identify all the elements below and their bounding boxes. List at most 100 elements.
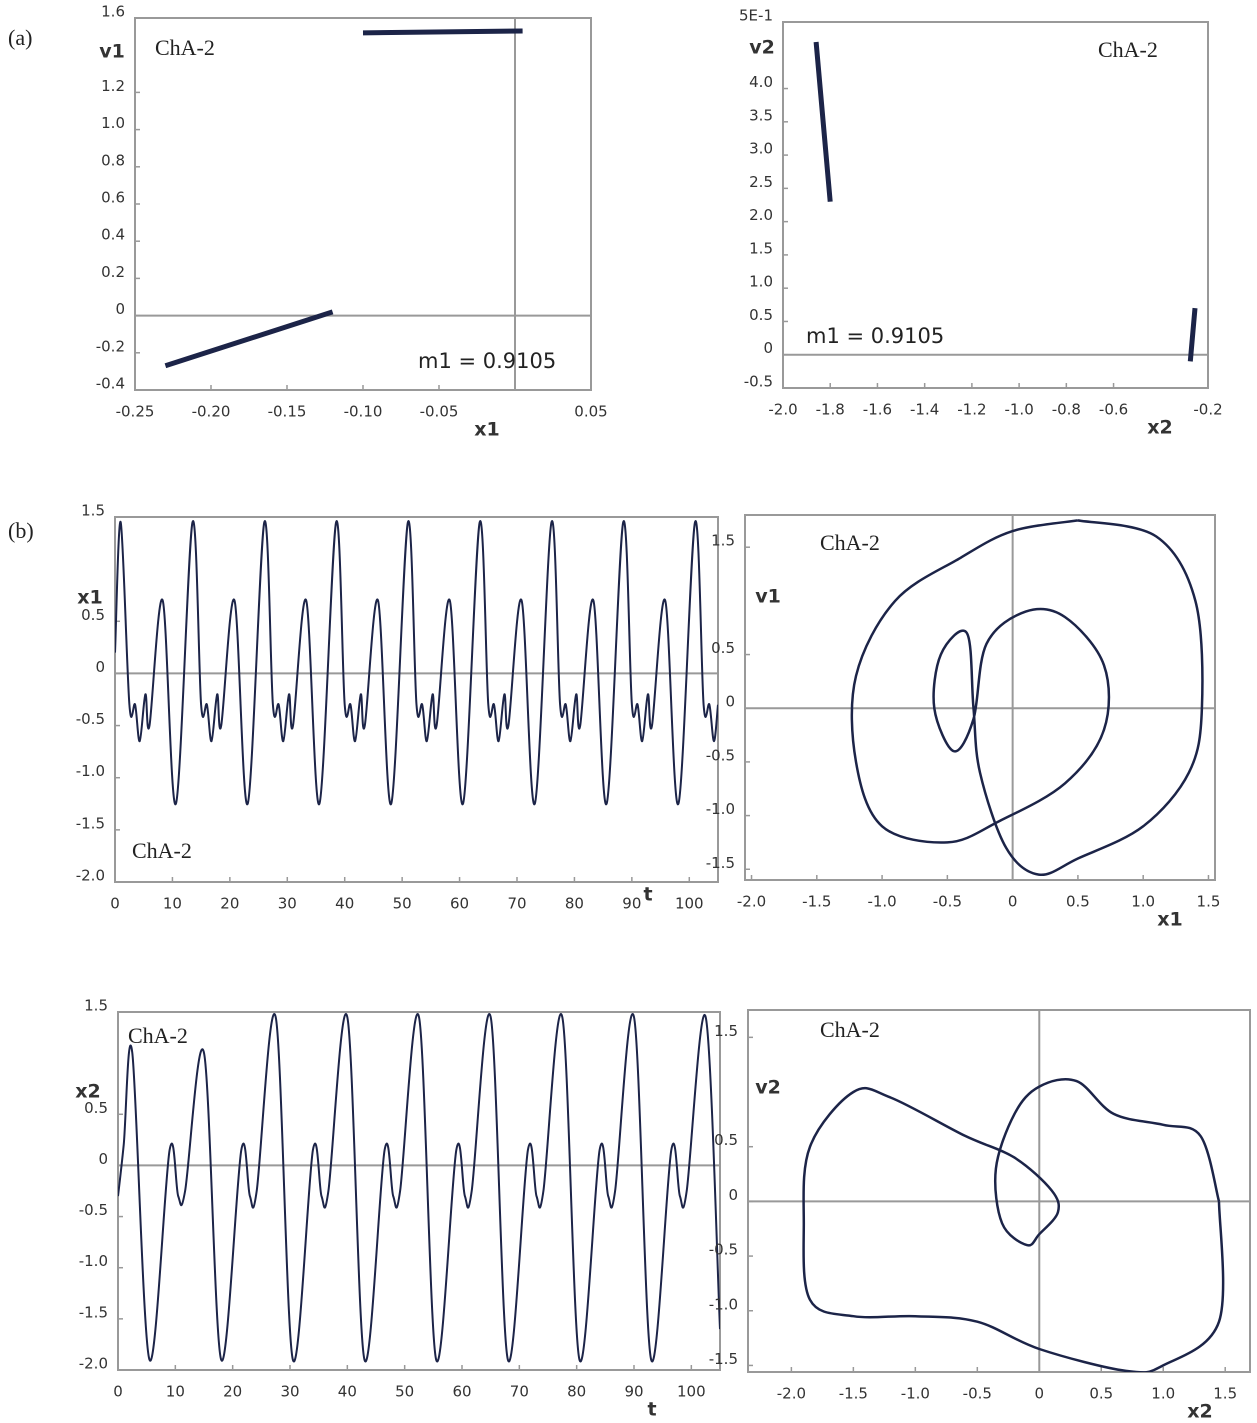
y-tick-label: 1.2 [101,77,125,95]
y-axis-title: x2 [75,1081,100,1103]
y-tick-label: 0.5 [84,1099,108,1117]
y-tick-label: -0.5 [709,1241,738,1259]
y-tick-label: 0.5 [714,1131,738,1149]
x-tick-label: -0.8 [1052,401,1081,419]
y-tick-label: 1.0 [749,273,773,291]
y-axis-title: v1 [99,41,125,63]
y-tick-label: -1.5 [76,814,105,832]
y-tick-label: 1.5 [84,997,108,1015]
x-axis-title: x1 [1157,909,1182,931]
x-tick-label: -1.5 [839,1385,868,1403]
x-tick-label: 50 [393,895,412,913]
y-tick-label: -0.5 [706,746,735,764]
y-tick-label: 0.5 [749,306,773,324]
chart: -2.0 -1.8 -1.6 -1.4 -1.2 -1.0 -0.8 -0.6 -0.2 -0.5… [739,7,1223,439]
y-axis-title: x1 [77,587,102,609]
plot-frame [744,514,1216,881]
y-tick-label: 1.0 [101,114,125,132]
x-tick-label: 100 [677,1383,706,1401]
y-tick-label: 1.5 [714,1022,738,1040]
x-tick-label: 1.5 [1197,893,1221,911]
y-tick-label: 0.5 [711,639,735,657]
y-tick-label: -0.2 [96,337,125,355]
y-axis-title: v1 [755,586,781,608]
x-tick-label: -2.0 [768,401,797,419]
x-tick-label: -0.6 [1099,401,1128,419]
chart: 0 10 20 30 40 50 60 70 80 90 100 -2.0 -1.5 -1.0 -0.5 0 0… [76,502,719,913]
x-tick-label: -0.15 [268,403,307,421]
x-tick-label: 0 [1035,1385,1045,1403]
y-tick-label: -0.5 [76,710,105,728]
annotation: ChA-2 [128,1023,188,1048]
annotation: m1 = 0.9105 [418,349,556,373]
data-line [164,28,523,369]
annotation: ChA-2 [1098,37,1158,62]
x-tick-label: -1.0 [1004,401,1033,419]
y-tick-label: 3.0 [749,140,773,158]
y-tick-label: 0.8 [101,151,125,169]
x-tick-label: 20 [220,895,239,913]
x-tick-label: -1.2 [957,401,986,419]
x-tick-label: 80 [565,895,584,913]
y-tick-label: 1.5 [81,502,105,520]
x-tick-label: 0 [113,1383,123,1401]
x-tick-label: 60 [452,1383,471,1401]
x-tick-label: 100 [675,895,704,913]
y-tick-label: -1.5 [706,854,735,872]
y-tick-label: -2.0 [76,867,105,885]
y-tick-label: -1.0 [79,1252,108,1270]
x-tick-label: 30 [280,1383,299,1401]
y-tick-label: -1.0 [76,762,105,780]
y-tick-label: -2.0 [79,1355,108,1373]
x-tick-label: -0.25 [116,403,155,421]
data-line [115,520,718,805]
x-tick-label: 10 [166,1383,185,1401]
y-tick-label: 5E-1 [739,7,773,25]
y-tick-label: 0.2 [101,263,125,281]
x-tick-label: -0.05 [420,403,459,421]
x-axis-title: t [643,884,652,906]
plot-frame [747,1009,1251,1373]
x-tick-label: -0.10 [344,403,383,421]
x-tick-label: 70 [510,1383,529,1401]
y-tick-label: 0.5 [81,606,105,624]
plot-frame [782,21,1209,389]
annotation: ChA-2 [132,838,192,863]
plot-frame [117,1011,721,1371]
annotation: ChA-2 [820,1017,880,1042]
y-tick-label: 2.5 [749,173,773,191]
y-axis-title: v2 [755,1077,781,1099]
data-line [850,519,1204,877]
x-tick-label: -1.6 [863,401,892,419]
data-line [813,41,1198,362]
y-tick-label: -1.5 [709,1350,738,1368]
x-tick-label: 1.5 [1213,1385,1237,1403]
y-tick-label: 4.0 [749,73,773,91]
y-tick-label: 0 [115,300,125,318]
plot-frame [114,516,719,883]
data-line [802,1077,1225,1372]
x-tick-label: 30 [278,895,297,913]
x-tick-label: -0.2 [1193,401,1222,419]
x-axis-title: x1 [474,419,499,441]
y-tick-label: -0.5 [79,1201,108,1219]
y-tick-label: 0.6 [101,189,125,207]
x-tick-label: 80 [567,1383,586,1401]
y-tick-label: 2.0 [749,206,773,224]
panel-label: (b) [8,518,34,543]
x-axis-title: x2 [1147,417,1172,439]
x-tick-label: 90 [622,895,641,913]
x-tick-label: -0.5 [933,893,962,911]
x-tick-label: -2.0 [777,1385,806,1403]
y-tick-label: 3.5 [749,106,773,124]
y-tick-label: 0 [725,693,735,711]
x-tick-label: 90 [624,1383,643,1401]
y-tick-label: -1.5 [79,1303,108,1321]
x-tick-label: -1.5 [802,893,831,911]
x-tick-label: -1.0 [867,893,896,911]
annotation: ChA-2 [820,530,880,555]
data-line [118,1013,720,1363]
x-tick-label: 40 [335,895,354,913]
plot-frame [134,17,592,391]
